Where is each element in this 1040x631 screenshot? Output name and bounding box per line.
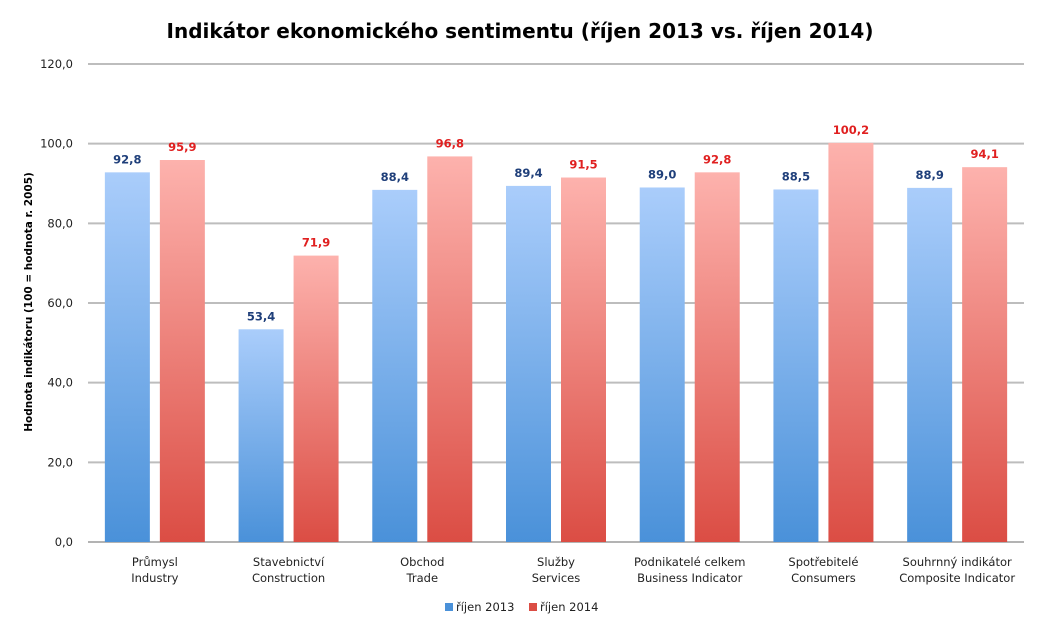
- y-tick-label: 120,0: [40, 57, 73, 71]
- bar-oct-2014: [694, 172, 740, 542]
- data-label: 88,9: [915, 168, 943, 182]
- x-tick-label: Průmysl: [132, 555, 178, 569]
- data-label: 92,8: [113, 152, 141, 166]
- y-tick-label: 20,0: [47, 455, 73, 469]
- x-tick-label: Business Indicator: [637, 571, 742, 585]
- bar-oct-2014: [962, 167, 1008, 542]
- data-label: 100,2: [833, 123, 869, 137]
- x-tick-label: Souhrnný indikátor: [903, 555, 1013, 569]
- data-label: 94,1: [970, 147, 998, 161]
- bar-oct-2013: [104, 172, 150, 542]
- x-axis-ticks: Průmysl Industry Stavebnictví Construction O…: [131, 555, 1015, 585]
- data-label: 53,4: [247, 309, 275, 323]
- x-tick-label: Consumers: [791, 571, 856, 585]
- bar-oct-2013: [907, 187, 953, 543]
- x-tick-label: Obchod: [400, 555, 444, 569]
- legend-swatch: [529, 603, 537, 611]
- legend: říjen 2013 říjen 2014: [445, 600, 598, 614]
- data-label: 71,9: [302, 236, 330, 250]
- data-label: 88,4: [381, 170, 409, 184]
- legend-swatch: [445, 603, 453, 611]
- data-labels: 92,8 95,9 53,4 71,9 88,4 96,8 89,4 91,5 89,0 92,8…: [113, 123, 999, 323]
- y-axis-label: Hodnota indikátoru (100 = hodnota r. 200…: [23, 172, 35, 432]
- legend-label: říjen 2014: [540, 600, 598, 614]
- bar-oct-2014: [828, 142, 874, 542]
- bar-oct-2013: [372, 189, 418, 542]
- x-tick-label: Spotřebitelé: [788, 555, 858, 569]
- data-label: 91,5: [569, 158, 597, 172]
- bar-oct-2013: [506, 185, 551, 542]
- bar-oct-2014: [561, 177, 606, 542]
- data-label: 89,0: [648, 167, 676, 181]
- bars: [104, 142, 1008, 543]
- x-tick-label: Podnikatelé celkem: [634, 555, 745, 569]
- data-label: 89,4: [514, 166, 542, 180]
- data-label: 95,9: [168, 140, 196, 154]
- bar-oct-2014: [427, 156, 473, 542]
- y-tick-label: 0,0: [55, 535, 73, 549]
- x-tick-label: Services: [532, 571, 581, 585]
- x-tick-label: Industry: [131, 571, 178, 585]
- y-tick-label: 100,0: [40, 137, 73, 151]
- grid: [88, 63, 1024, 543]
- bar-oct-2014: [159, 159, 205, 542]
- bar-oct-2014: [293, 255, 339, 542]
- x-tick-label: Composite Indicator: [899, 571, 1015, 585]
- y-tick-label: 80,0: [47, 216, 73, 230]
- x-tick-label: Trade: [406, 571, 439, 585]
- x-tick-label: Služby: [537, 555, 575, 569]
- data-label: 96,8: [436, 136, 464, 150]
- bar-oct-2013: [238, 329, 284, 542]
- chart-title: Indikátor ekonomického sentimentu (říjen…: [167, 19, 874, 43]
- data-label: 88,5: [782, 169, 810, 183]
- bar-oct-2013: [639, 187, 685, 542]
- x-tick-label: Stavebnictví: [253, 555, 325, 569]
- data-label: 92,8: [703, 152, 731, 166]
- y-axis-ticks: 0,0 20,0 40,0 60,0 80,0 100,0 120,0: [40, 57, 73, 549]
- bar-oct-2013: [773, 189, 819, 542]
- y-tick-label: 60,0: [47, 296, 73, 310]
- y-tick-label: 40,0: [47, 376, 73, 390]
- x-tick-label: Construction: [252, 571, 325, 585]
- legend-label: říjen 2013: [456, 600, 514, 614]
